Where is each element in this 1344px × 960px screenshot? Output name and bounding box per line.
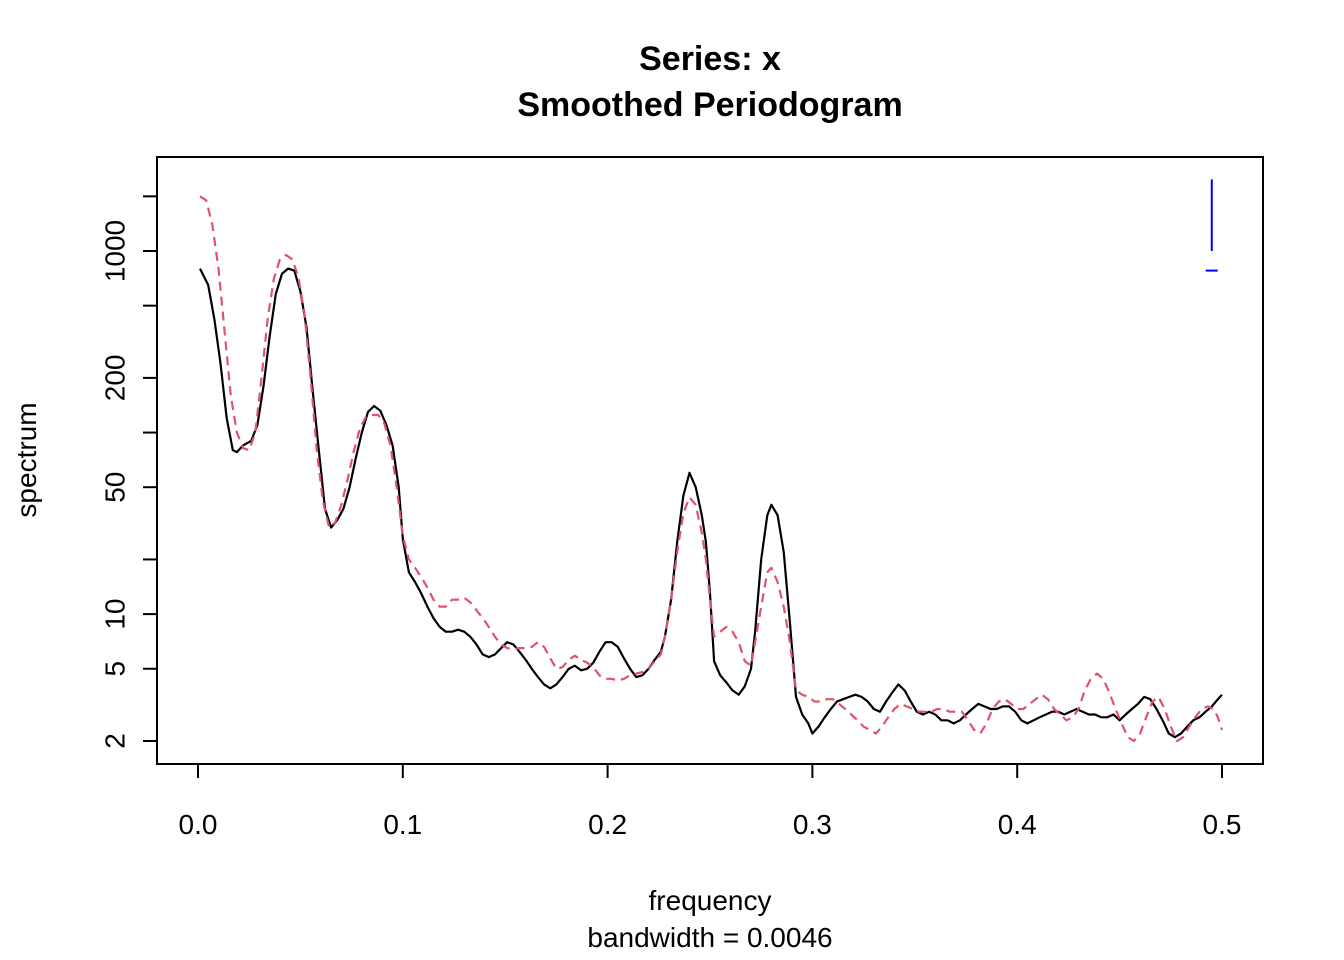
y-tick-label: 1000 xyxy=(100,220,131,282)
x-tick-label: 0.2 xyxy=(588,809,627,840)
y-axis-label: spectrum xyxy=(11,402,42,517)
y-axis: 2 5 10 50 200 1000 xyxy=(100,195,158,749)
x-axis: 0.0 0.1 0.2 0.3 0.4 0.5 xyxy=(179,763,1242,840)
series-line-2 xyxy=(199,195,1224,743)
y-tick-label: 10 xyxy=(100,599,131,630)
x-tick-label: 0.3 xyxy=(793,809,832,840)
x-axis-sublabel: bandwidth = 0.0046 xyxy=(587,922,832,953)
y-tick-label: 200 xyxy=(100,355,131,402)
x-tick-label: 0.5 xyxy=(1203,809,1242,840)
plot-area xyxy=(199,179,1224,743)
series-line-1 xyxy=(199,267,1223,739)
x-tick-label: 0.0 xyxy=(179,809,218,840)
chart-subtitle: Smoothed Periodogram xyxy=(517,86,902,124)
y-tick-label: 5 xyxy=(100,661,131,677)
chart-title: Series: x xyxy=(639,40,781,78)
x-axis-label: frequency xyxy=(649,885,772,916)
y-tick-label: 2 xyxy=(100,733,131,749)
x-tick-label: 0.1 xyxy=(383,809,422,840)
x-tick-label: 0.4 xyxy=(998,809,1037,840)
y-tick-label: 50 xyxy=(100,472,131,503)
